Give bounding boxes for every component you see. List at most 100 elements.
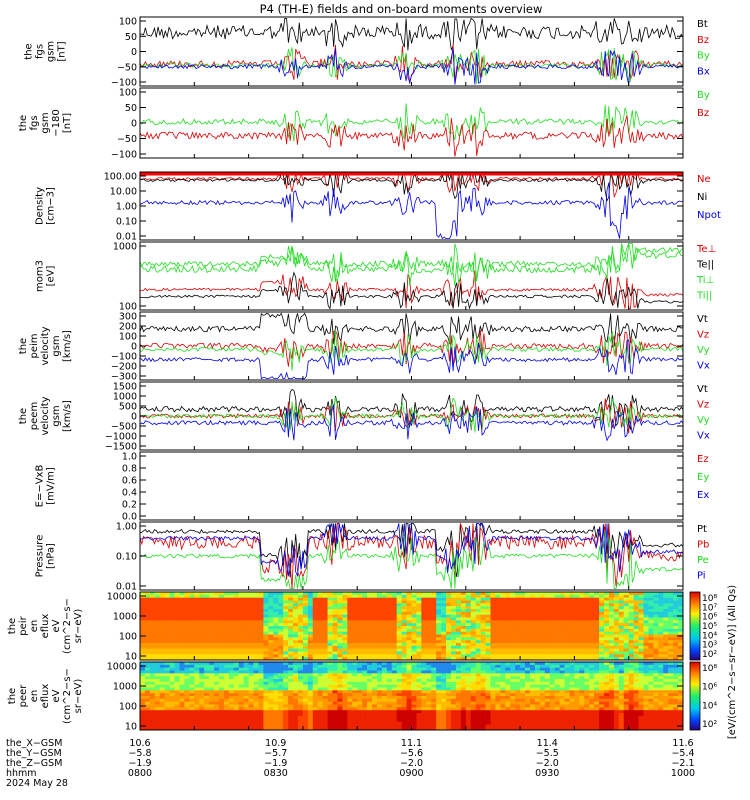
y-axis-label: the <box>18 115 29 131</box>
series-density-npot <box>139 182 684 240</box>
x-tick-value: −2.1 <box>671 758 694 769</box>
colorbar-tick: 10² <box>702 650 717 660</box>
x-row-label: hhmm <box>6 768 37 779</box>
series-pressure-pe <box>139 530 684 589</box>
y-tick-label: 1500 <box>113 382 137 393</box>
y-axis-label: en <box>29 620 40 633</box>
y-tick-label: 100 <box>119 302 137 313</box>
y-axis-label: [mV/m] <box>46 467 57 505</box>
y-axis-label: peem <box>29 402 40 430</box>
panel-fgs: 100 50 0 −50 −100 the fgs gsm [nT] Bt Bz By Bx <box>24 16 710 89</box>
colorbar-tick: 10⁵ <box>702 622 717 632</box>
y-tick-label: 10000 <box>107 592 137 603</box>
y-axis-label: sr−eV) <box>73 609 84 644</box>
y-axis-label: eV <box>51 619 62 632</box>
figure-title: P4 (TH-E) fields and on-board moments ov… <box>260 2 543 16</box>
series-temp-te <box>139 271 684 310</box>
y-tick-label: −200 <box>111 362 137 373</box>
y-axis-label: Pressure <box>35 535 46 578</box>
series-density-ni <box>139 171 684 202</box>
y-axis-label: Density <box>35 187 46 225</box>
legend-pressure-pe: Pe <box>697 555 709 566</box>
legend-temp-ti: Ti|| <box>696 291 712 302</box>
series-peim_vel-vx <box>139 339 684 380</box>
y-axis-label: [eV] <box>46 266 57 287</box>
panel-peer: 10000 1000 100 10 the peer en eflux eV (cm^2−s− sr… <box>7 661 684 733</box>
x-row-label: the_Y−GSM <box>6 748 62 759</box>
x-tick-value: 1000 <box>671 768 695 779</box>
y-tick-label: 1.00 <box>116 202 137 213</box>
y-tick-label: 1000 <box>113 242 137 253</box>
legend-peim_vel-vy: Vy <box>697 345 710 356</box>
y-axis-label: [nT] <box>57 41 68 61</box>
colorbar-tick: 10² <box>702 720 717 730</box>
legend-efield-ey: Ey <box>697 472 709 483</box>
y-axis-label: the <box>7 618 18 634</box>
y-tick-label: −1000 <box>105 432 137 443</box>
y-axis-label: peir <box>18 615 29 635</box>
y-tick-label: 0.01 <box>116 232 137 243</box>
x-tick-value: −5.7 <box>264 748 287 759</box>
y-tick-label: 0.2 <box>122 500 137 511</box>
colorbar-tick: 10⁸ <box>702 664 717 674</box>
series-fgs-bt <box>139 17 684 51</box>
y-axis-label: −180 <box>51 109 62 136</box>
y-tick-label: −500 <box>111 422 137 433</box>
legend-peem_vel-vy: Vy <box>697 415 710 426</box>
y-tick-label: 100.00 <box>104 172 137 183</box>
series-pressure-pb <box>139 523 683 589</box>
y-tick-label: 50 <box>125 103 137 114</box>
colorbar-tick: 10³ <box>702 641 717 651</box>
x-tick-value: 11.1 <box>401 738 422 749</box>
legend-peim_vel-vt: Vt <box>697 314 708 325</box>
legend-fgs-bt: Bt <box>697 19 708 30</box>
y-tick-label: −50 <box>117 62 137 73</box>
y-axis-label: gsm <box>46 41 57 62</box>
legend-fgs_short-by: By <box>697 90 710 101</box>
y-tick-label: 10000 <box>107 662 137 673</box>
legend-fgs-by: By <box>697 51 710 62</box>
legend-density-ne: Ne <box>697 174 711 185</box>
y-axis-label: fgs <box>29 115 40 130</box>
legend-peem_vel-vt: Vt <box>697 384 708 395</box>
y-axis-label: the <box>18 408 29 424</box>
y-tick-label: 100 <box>119 632 137 643</box>
panel-peir: 10000 1000 100 10 the peir en eflux eV (cm^2−s− sr… <box>7 591 684 663</box>
y-axis-label: eflux <box>40 684 51 709</box>
series-pressure-pi <box>139 522 684 578</box>
legend-temp-ti: Ti⊥ <box>696 275 714 286</box>
y-tick-label: 1000 <box>113 612 137 623</box>
legend-peim_vel-vz: Vz <box>697 330 709 341</box>
series-peem_vel-vx <box>139 404 684 442</box>
x-tick-value: −5.8 <box>128 748 151 759</box>
panel-efield: 1.00.80.60.40.20.0 E=−VxB [mV/m] Ez Ey Ex <box>35 451 709 523</box>
x-tick-value: −2.0 <box>400 758 423 769</box>
legend-pressure-pi: Pi <box>697 571 706 582</box>
panel-fgs_short: 100 50 0 −50 −100 the fgs gsm −180 [nT] By Bz <box>18 87 710 161</box>
legend-pressure-pt: Pt <box>697 524 707 535</box>
x-tick-value: −5.5 <box>536 748 559 759</box>
x-tick-value: 0900 <box>399 768 423 779</box>
y-tick-label: −300 <box>111 372 137 383</box>
y-tick-label: −1500 <box>105 442 137 453</box>
legend-temp-te: Te⊥ <box>696 244 716 255</box>
series-peem_vel-vy <box>139 397 684 433</box>
x-tick-value: 10.9 <box>265 738 286 749</box>
legend-efield-ez: Ez <box>697 454 709 465</box>
colorbar-tick: 10⁷ <box>702 603 717 613</box>
legend-peim_vel-vx: Vx <box>697 361 710 372</box>
x-tick-value: 0830 <box>264 768 288 779</box>
series-fgs-bx <box>139 48 684 85</box>
series-peim_vel-vt <box>139 312 684 348</box>
legend-fgs-bz: Bz <box>697 35 709 46</box>
y-axis-label: gsm <box>40 112 51 133</box>
series-temp-ti <box>139 243 684 287</box>
colorbar-tick: 10⁶ <box>702 683 717 693</box>
legend-efield-ex: Ex <box>697 490 709 501</box>
y-tick-label: −50 <box>117 134 137 145</box>
y-axis-label: [nPa] <box>46 543 57 569</box>
legend-pressure-pb: Pb <box>697 540 709 551</box>
y-tick-label: 0.8 <box>122 464 137 475</box>
